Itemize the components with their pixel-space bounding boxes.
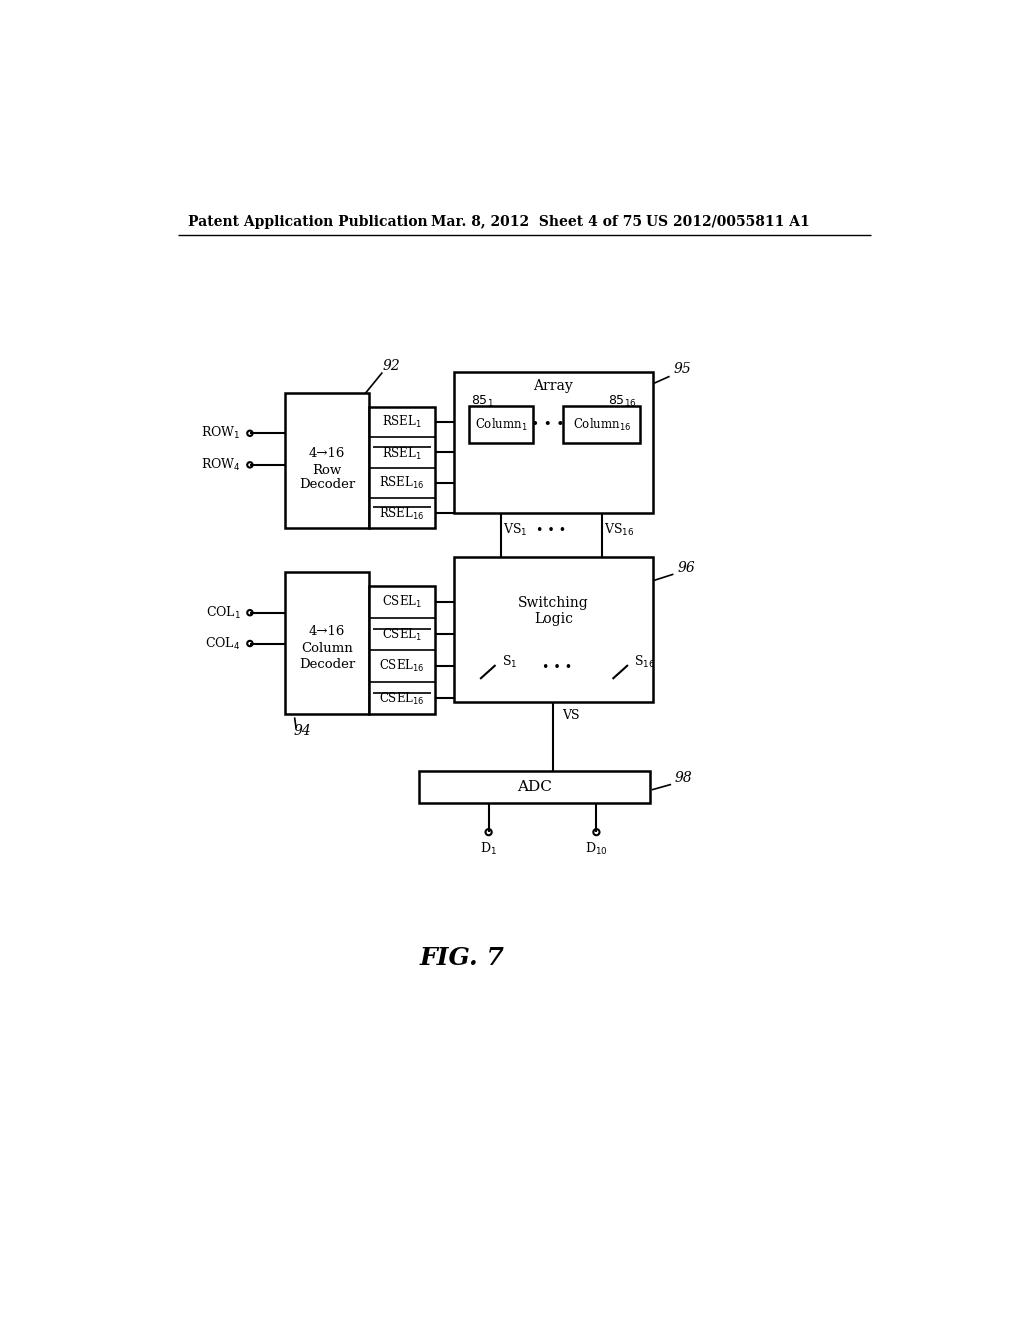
Text: Switching: Switching [518,597,589,610]
Text: 98: 98 [675,771,692,785]
Text: • • •: • • • [537,524,566,537]
Text: S$_1$: S$_1$ [502,653,517,671]
Bar [469,407,532,444]
Text: Row: Row [312,463,342,477]
Text: RSEL$_1$: RSEL$_1$ [382,446,422,462]
Bar [370,586,435,714]
Bar [370,407,435,528]
Text: VS: VS [562,709,580,722]
Text: CSEL$_{16}$: CSEL$_{16}$ [379,692,425,708]
Text: US 2012/0055811 A1: US 2012/0055811 A1 [646,215,810,228]
Text: Column$_1$: Column$_1$ [474,417,527,433]
Text: ADC: ADC [517,780,552,793]
Text: FIG. 7: FIG. 7 [419,945,504,970]
Text: $85_{16}$: $85_{16}$ [608,393,637,408]
Text: ROW$_4$: ROW$_4$ [201,457,241,473]
Text: RSEL$_1$: RSEL$_1$ [382,414,422,430]
Text: $85_1$: $85_1$ [471,393,494,408]
Text: D$_{10}$: D$_{10}$ [585,841,608,857]
Text: 92: 92 [382,359,400,374]
Text: CSEL$_1$: CSEL$_1$ [382,594,422,610]
Text: Column: Column [301,643,353,656]
Bar [454,372,652,513]
Text: VS$_1$: VS$_1$ [503,523,527,539]
Text: Decoder: Decoder [299,478,355,491]
Text: Decoder: Decoder [299,657,355,671]
Text: Array: Array [534,379,573,392]
Text: D$_1$: D$_1$ [480,841,497,857]
Text: Mar. 8, 2012  Sheet 4 of 75: Mar. 8, 2012 Sheet 4 of 75 [431,215,642,228]
Text: • • •: • • • [542,661,572,675]
Text: COL$_4$: COL$_4$ [206,635,241,652]
Text: RSEL$_{16}$: RSEL$_{16}$ [379,506,425,523]
Bar [285,393,370,528]
Text: 94: 94 [294,725,311,738]
Text: Column$_{16}$: Column$_{16}$ [572,417,631,433]
Text: COL$_1$: COL$_1$ [206,605,241,620]
Text: 95: 95 [674,362,691,376]
Text: CSEL$_1$: CSEL$_1$ [382,627,422,643]
Text: RSEL$_{16}$: RSEL$_{16}$ [379,475,425,491]
Text: S$_{16}$: S$_{16}$ [634,653,655,671]
Bar [419,771,650,803]
Bar [285,572,370,714]
Bar [563,407,640,444]
Text: ROW$_1$: ROW$_1$ [202,425,241,441]
Text: Patent Application Publication: Patent Application Publication [188,215,428,228]
Text: • • •: • • • [531,418,564,432]
Bar [454,557,652,702]
Text: 4→16: 4→16 [308,626,345,639]
Text: VS$_{16}$: VS$_{16}$ [604,523,635,539]
Text: 96: 96 [677,561,695,576]
Text: CSEL$_{16}$: CSEL$_{16}$ [379,659,425,675]
Text: 4→16: 4→16 [308,446,345,459]
Text: Logic: Logic [534,612,572,626]
